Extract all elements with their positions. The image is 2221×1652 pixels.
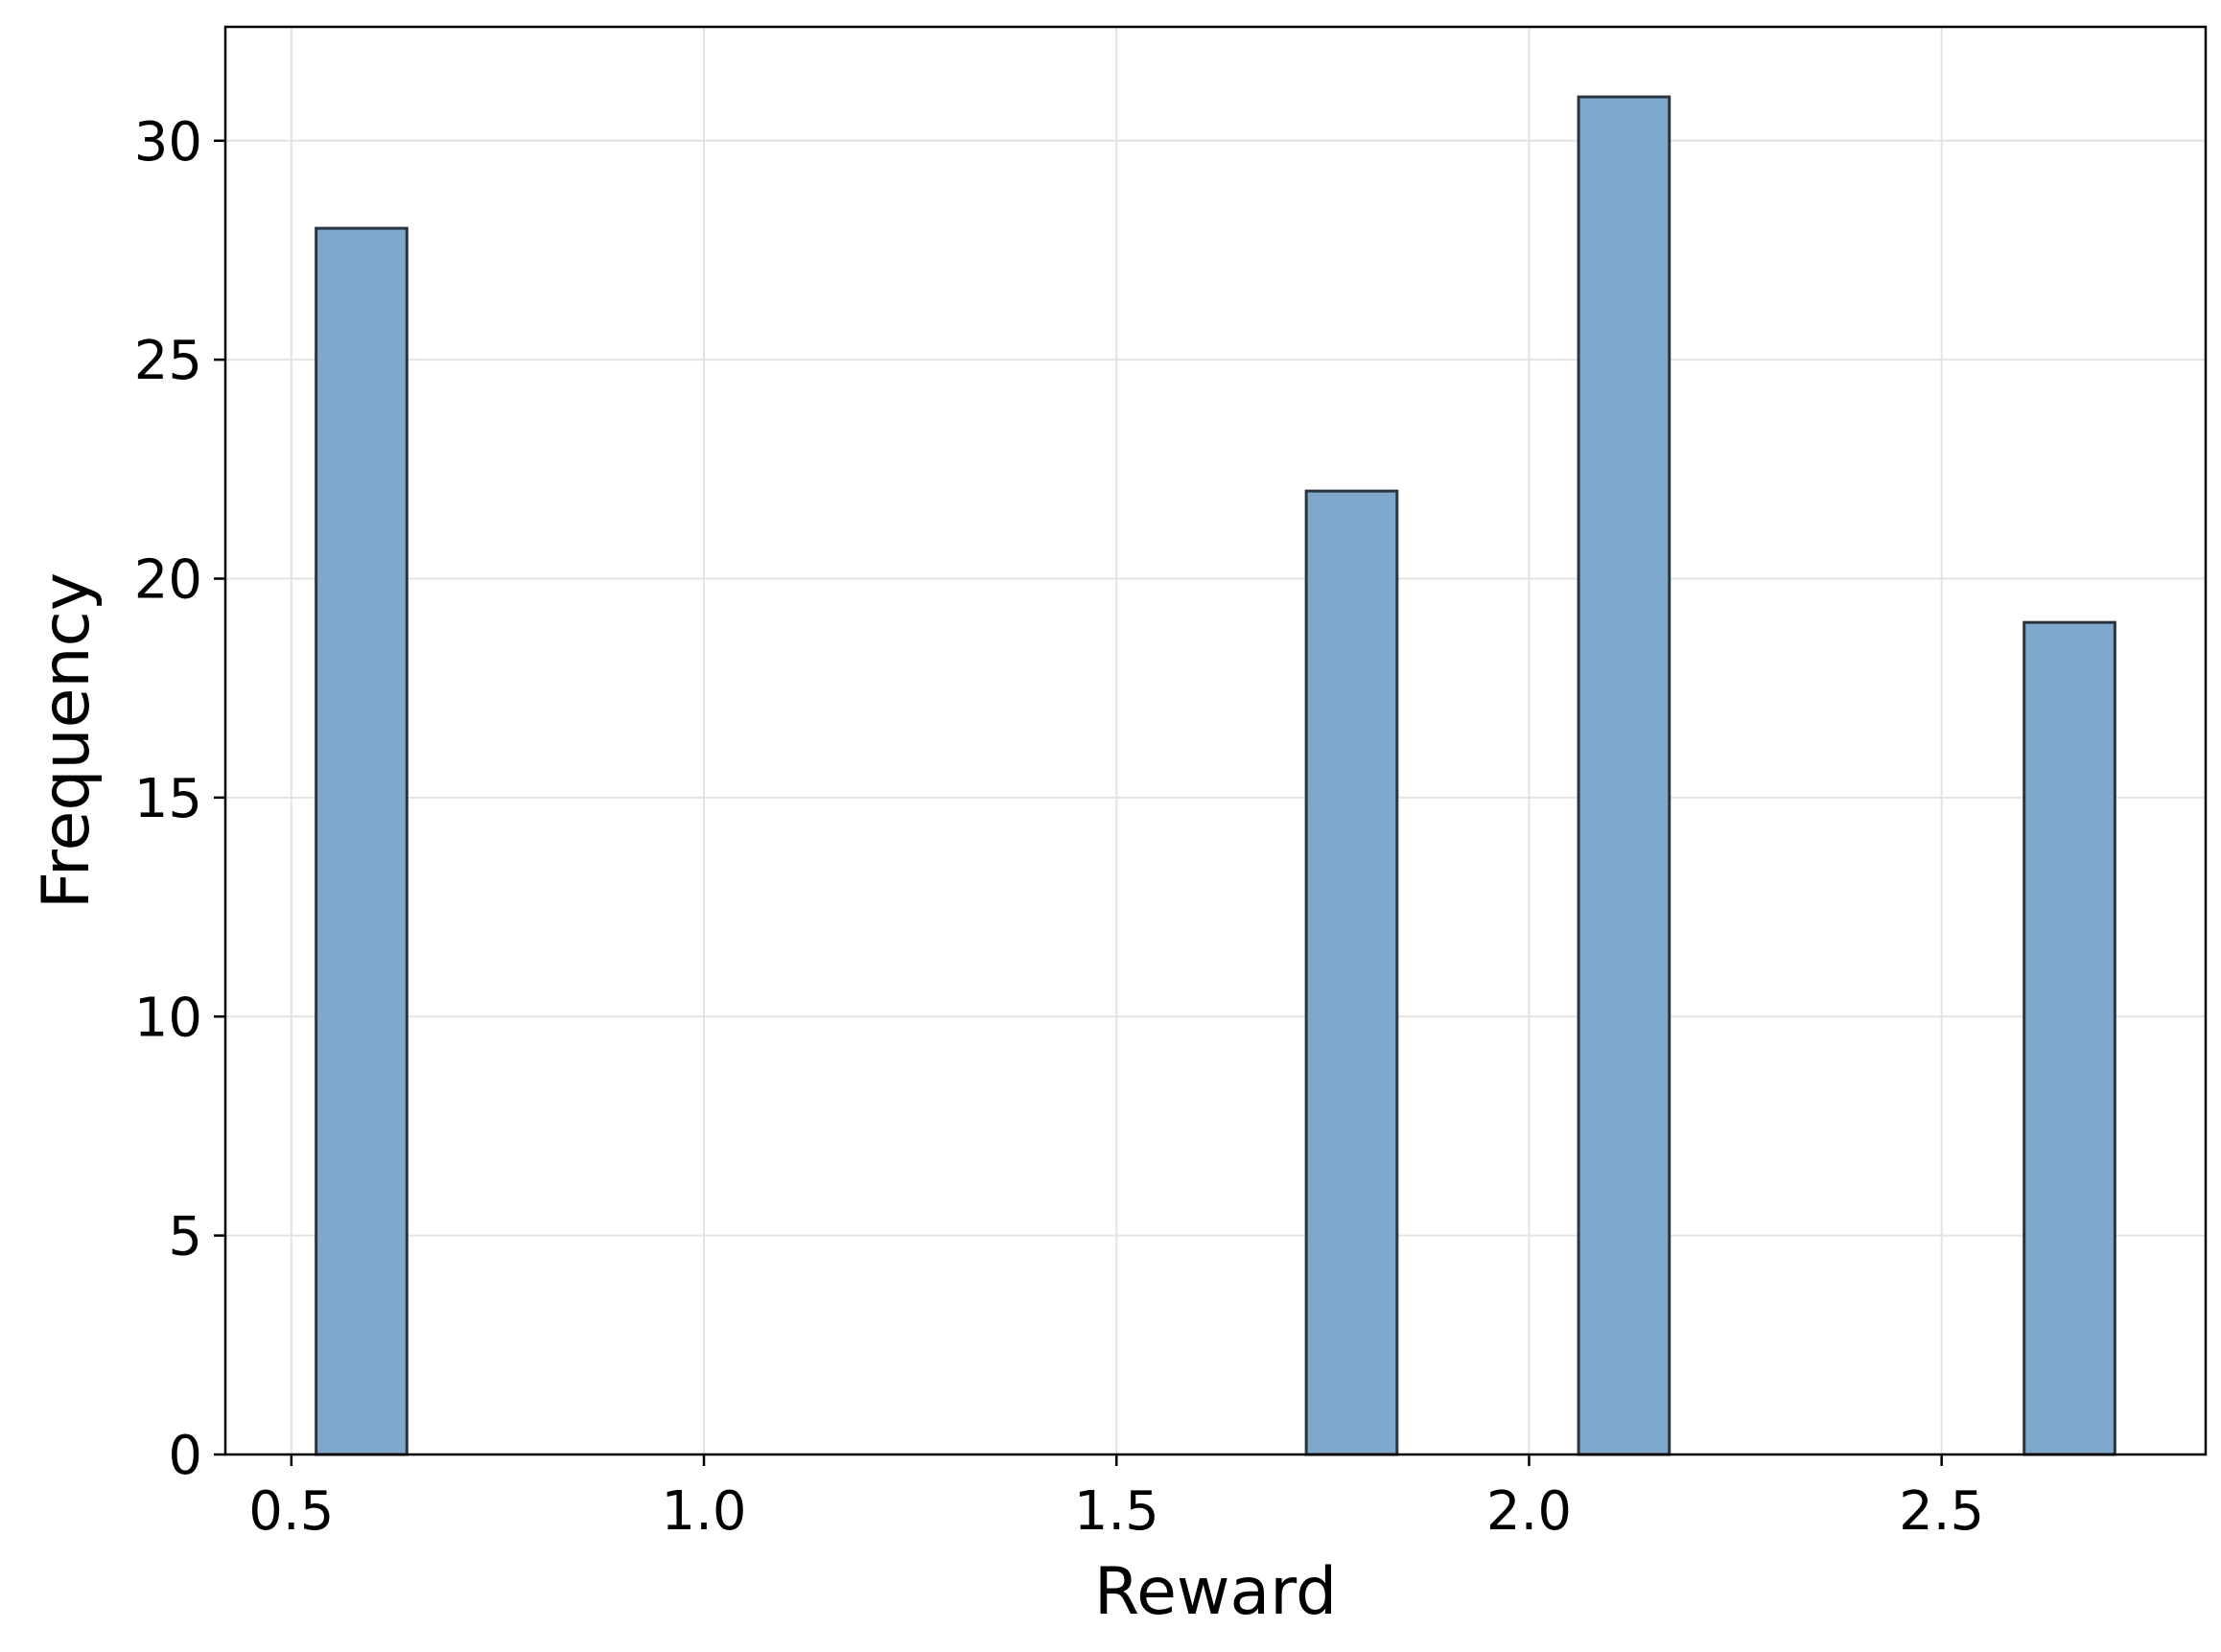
- x-tick-label: 2.0: [1486, 1480, 1572, 1543]
- x-tick-label: 1.5: [1074, 1480, 1159, 1543]
- histogram-bar: [1304, 489, 1399, 1456]
- y-axis-ticks: 0 5 10 15 20 25 30: [134, 111, 225, 1487]
- x-tick-label: 1.0: [662, 1480, 747, 1543]
- grid-lines: [225, 27, 2206, 1455]
- y-tick-label: 20: [134, 549, 202, 612]
- plot-frame: [223, 25, 2208, 1456]
- y-tick-label: 5: [168, 1206, 202, 1268]
- x-tick-label: 2.5: [1899, 1480, 1984, 1543]
- y-tick-label: 0: [168, 1425, 202, 1487]
- y-axis-label: Frequency: [29, 572, 105, 909]
- bars: [315, 95, 2116, 1456]
- histogram-bar: [315, 226, 409, 1456]
- x-tick-label: 0.5: [248, 1480, 334, 1543]
- histogram-bar: [2022, 620, 2116, 1456]
- y-tick-label: 25: [134, 330, 202, 392]
- x-axis-ticks: 0.5 1.0 1.5 2.0 2.5: [248, 1454, 1984, 1543]
- y-tick-label: 15: [134, 768, 202, 830]
- y-tick-label: 30: [134, 111, 202, 174]
- y-tick-label: 10: [134, 987, 202, 1049]
- x-axis-label: Reward: [1094, 1554, 1337, 1630]
- histogram-bar: [1577, 95, 1672, 1456]
